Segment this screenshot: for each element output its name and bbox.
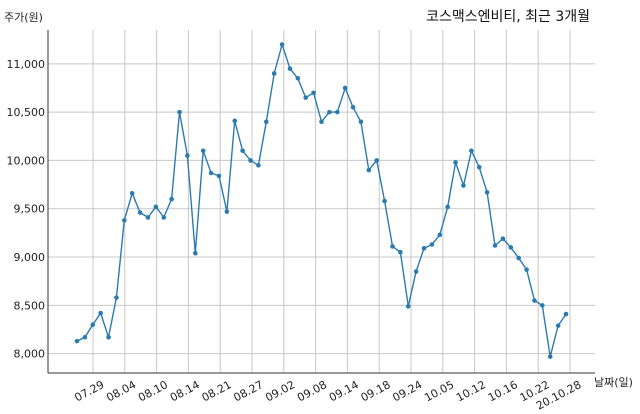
data-point — [508, 245, 514, 250]
data-point — [500, 236, 506, 241]
data-point — [429, 242, 435, 247]
data-point — [232, 118, 238, 124]
data-point — [390, 244, 395, 249]
data-point — [484, 190, 490, 195]
y-tick-label: 9,500 — [14, 203, 46, 216]
x-tick-label: 08.10 — [136, 378, 170, 404]
data-point — [461, 183, 466, 188]
data-point — [98, 310, 103, 316]
y-tick-label: 8,000 — [14, 348, 46, 361]
data-point — [82, 334, 88, 340]
data-point — [193, 250, 198, 256]
data-point — [366, 167, 372, 173]
grid — [48, 30, 595, 373]
data-point — [311, 90, 316, 96]
data-point — [413, 269, 419, 274]
data-point — [74, 338, 80, 344]
data-point — [445, 204, 450, 210]
x-tick-label: 09.14 — [327, 378, 361, 404]
data-point — [114, 295, 119, 300]
data-point — [303, 95, 309, 100]
data-point — [161, 215, 167, 220]
data-point — [342, 85, 348, 91]
x-tick-labels: 07.2908.0408.1008.1408.2108.2709.0209.08… — [72, 378, 583, 412]
x-tick-label: 09.02 — [263, 378, 297, 404]
data-point — [106, 334, 111, 340]
y-tick-labels: 8,000 8,500 9,000 9,500 10,000 10,500 11,000 — [7, 58, 46, 361]
data-point — [421, 246, 427, 251]
x-tick-label: 10.12 — [454, 378, 488, 404]
data-point — [524, 267, 529, 272]
y-axis-title: 주가(원) — [4, 11, 43, 24]
x-tick-label: 08.14 — [168, 378, 202, 404]
x-tick-label: 10.05 — [422, 378, 456, 404]
y-tick-label: 11,000 — [7, 58, 46, 71]
x-tick-label: 10.16 — [486, 378, 520, 404]
x-tick-label: 08.27 — [231, 378, 265, 404]
data-point — [453, 160, 458, 165]
y-tick-label: 10,000 — [7, 154, 46, 167]
data-point — [350, 104, 356, 110]
x-tick-label: 09.18 — [359, 378, 393, 404]
data-point — [532, 298, 537, 303]
data-point — [287, 66, 293, 71]
y-tick-label: 9,000 — [14, 251, 46, 264]
data-point — [319, 119, 324, 125]
data-point — [279, 42, 285, 47]
data-point — [145, 215, 151, 220]
data-point — [90, 322, 96, 327]
data-point — [334, 109, 340, 115]
data-point — [248, 158, 253, 163]
x-tick-label: 09.08 — [295, 378, 329, 404]
data-point — [263, 119, 269, 125]
data-point — [555, 323, 561, 328]
price-series — [74, 42, 569, 359]
x-tick-label: 08.21 — [200, 378, 234, 404]
data-point — [256, 162, 261, 168]
data-point — [271, 71, 277, 76]
data-point — [177, 109, 182, 115]
data-point — [240, 148, 245, 154]
axes — [47, 30, 595, 374]
series-line — [76, 42, 567, 357]
data-point — [122, 218, 127, 223]
data-point — [200, 148, 206, 154]
data-point — [185, 153, 190, 158]
data-point — [563, 311, 569, 317]
x-tick-label: 07.29 — [72, 378, 106, 404]
chart-title: 코스맥스엔비티, 최근 3개월 — [426, 9, 590, 25]
data-point — [516, 255, 521, 261]
data-point — [216, 173, 222, 179]
data-point — [153, 204, 159, 210]
data-point — [405, 304, 411, 309]
y-tick-label: 8,500 — [14, 299, 46, 312]
data-point — [382, 198, 387, 204]
data-point — [476, 164, 482, 170]
data-point — [437, 232, 443, 238]
data-point — [540, 303, 545, 308]
data-point — [224, 209, 230, 214]
x-axis-title: 날짜(일) — [594, 375, 633, 389]
x-tick-label: 09.24 — [390, 378, 424, 404]
data-point — [547, 354, 553, 359]
x-tick-label: 08.04 — [104, 378, 138, 404]
data-point — [469, 148, 474, 154]
data-point — [327, 109, 332, 115]
data-point — [398, 249, 403, 255]
data-point — [137, 210, 143, 215]
data-point — [358, 119, 364, 125]
y-tick-label: 10,500 — [7, 106, 46, 119]
data-point — [169, 196, 174, 202]
data-point — [492, 243, 498, 248]
data-point — [374, 158, 380, 163]
data-point — [208, 170, 214, 176]
data-point — [129, 190, 135, 196]
data-point — [295, 76, 301, 81]
